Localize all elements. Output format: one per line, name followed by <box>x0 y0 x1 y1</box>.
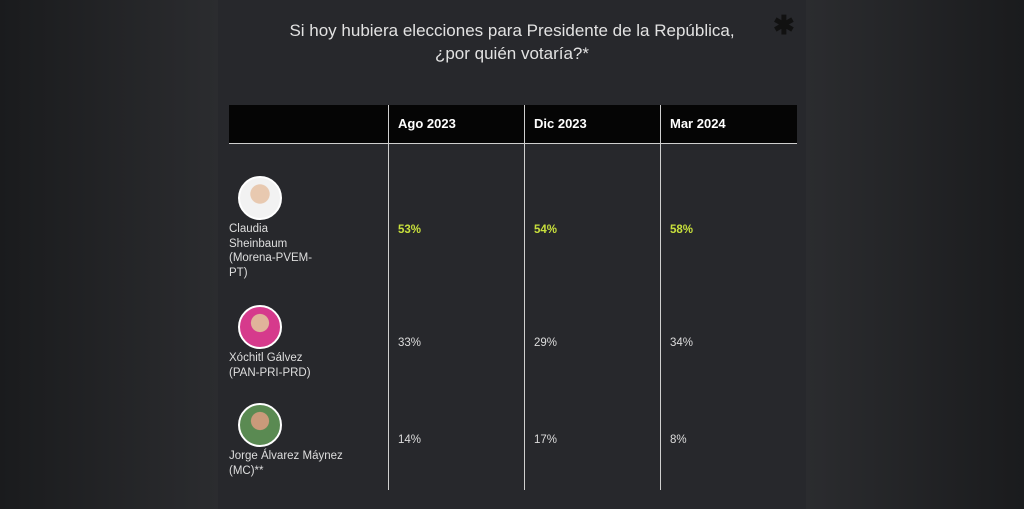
header-rule <box>229 143 797 144</box>
background-left <box>0 0 218 509</box>
percentage: 34% <box>670 337 694 349</box>
column-header: Dic 2023 <box>534 116 587 131</box>
logo-mark: ✱ <box>773 10 795 40</box>
column-rule <box>524 105 525 490</box>
candidate-photo <box>238 305 282 349</box>
candidate-name: (MC)** <box>229 464 264 477</box>
candidate-name: (PAN-PRI-PRD) <box>229 366 311 379</box>
candidate-name: Claudia <box>229 223 268 235</box>
title-line: Si hoy hubiera elecciones para President… <box>289 21 735 40</box>
percentage: 53% <box>398 224 422 236</box>
candidate-name: Xóchitl Gálvez <box>229 352 303 364</box>
percentage: 33% <box>398 337 422 349</box>
column-rule <box>388 105 389 490</box>
title-line: ¿por quién votaría?* <box>434 44 590 63</box>
percentage: 54% <box>534 224 558 236</box>
candidate-photo <box>238 403 282 447</box>
candidate-name: Sheinbaum <box>229 237 288 250</box>
candidate-name: PT) <box>229 266 248 279</box>
background-right <box>806 0 1024 509</box>
percentage: 29% <box>534 337 558 349</box>
percentage: 8% <box>670 434 687 446</box>
candidate-photo <box>238 176 282 220</box>
percentage: 17% <box>534 434 558 446</box>
column-header: Mar 2024 <box>670 116 726 131</box>
column-header: Ago 2023 <box>398 116 456 131</box>
candidate-name: (Morena-PVEM- <box>229 252 313 264</box>
column-rule <box>660 105 661 490</box>
table-header <box>229 105 797 143</box>
candidate-name: Jorge Álvarez Máynez <box>229 450 343 462</box>
percentage: 58% <box>670 224 694 236</box>
panel <box>218 0 806 509</box>
percentage: 14% <box>398 434 422 446</box>
